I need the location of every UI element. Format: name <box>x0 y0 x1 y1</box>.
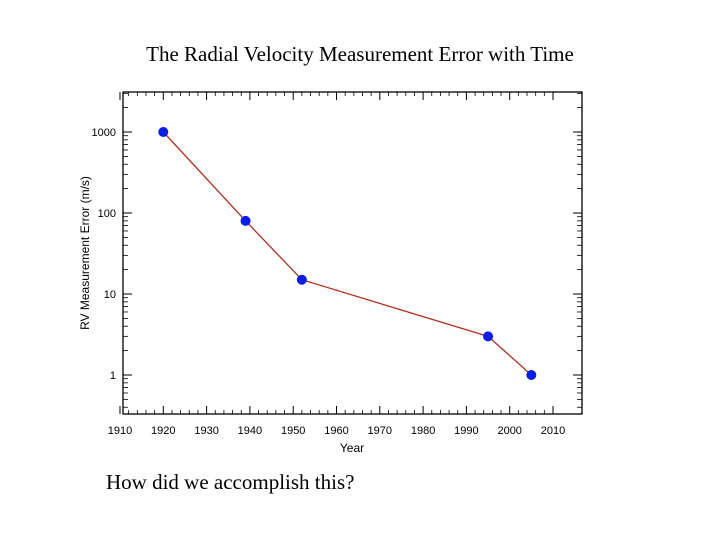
y-axis-label: RV Measurement Error (m/s) <box>78 176 92 330</box>
data-point <box>483 331 494 342</box>
x-tick-label: 2010 <box>541 425 565 437</box>
plot-frame <box>122 91 583 415</box>
y-tick-label: 1 <box>110 370 116 382</box>
data-point <box>158 127 169 137</box>
x-tick-label: 1920 <box>151 425 175 437</box>
x-tick-label: 1950 <box>281 425 305 437</box>
x-tick-label: 1960 <box>324 425 348 437</box>
x-tick-label: 1910 <box>108 425 132 437</box>
series-line <box>162 131 532 376</box>
x-tick-label: 2000 <box>497 425 521 437</box>
slide-question: How did we accomplish this? <box>106 470 355 494</box>
data-point <box>296 274 307 285</box>
y-axis-ticks: 1 10 100 1000 <box>92 127 582 382</box>
x-tick-label: 1980 <box>411 425 435 437</box>
x-axis-label: Year <box>340 441 364 455</box>
series-points <box>158 127 537 380</box>
y-tick-label: 10 <box>104 289 116 301</box>
x-tick-label: 1970 <box>368 425 392 437</box>
y-tick-label: 1000 <box>92 127 116 139</box>
x-tick-label: 1940 <box>238 425 262 437</box>
x-tick-label: 1930 <box>194 425 218 437</box>
slide-title: The Radial Velocity Measurement Error wi… <box>146 42 574 66</box>
x-axis-ticks: 1910 1920 1930 1940 1950 1960 1970 1980 1990 2000… <box>108 92 565 437</box>
data-point <box>526 370 537 380</box>
x-tick-label: 1990 <box>454 425 478 437</box>
y-tick-label: 100 <box>98 208 116 220</box>
minor-ticks <box>123 92 582 414</box>
data-point <box>240 215 251 226</box>
